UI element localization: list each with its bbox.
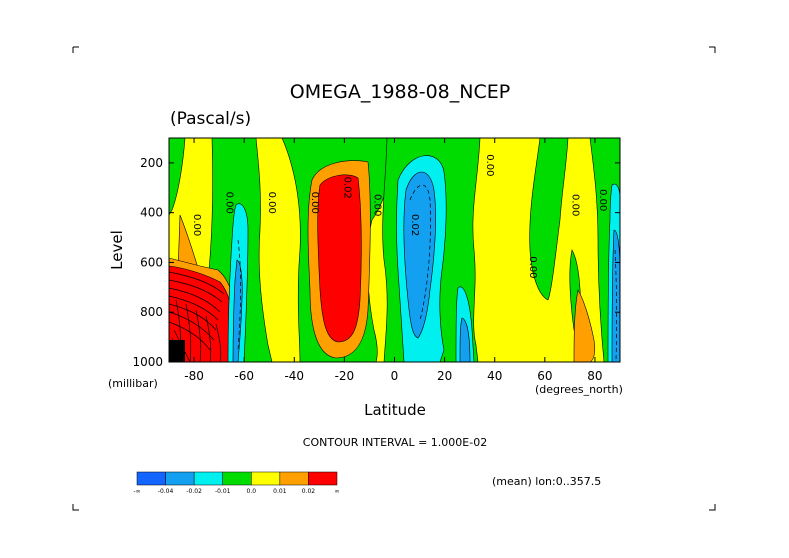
contour-fill-blue-region [232,259,243,362]
chart-units: (Pascal/s) [170,109,251,129]
colorbar-label: -0.01 [215,488,231,495]
contour-label-layer: 0.00 0.00 0.00 0.00 0.02 0.00 0.02 0.00 0.00 0.00… [191,154,608,278]
contour-fill-blue-region [403,171,436,339]
x-tick-label: -40 [284,369,304,383]
y-tick-label: 1000 [132,355,163,369]
contour-fill-red-region [317,174,362,343]
colorbar-label: -0.04 [158,488,174,495]
footnote-mean-lon: (mean) lon:0..357.5 [492,475,601,488]
y-axis: 200 400 600 800 1000 [132,156,620,369]
contour-label: 0.02 [341,177,352,199]
x-tick-label: 80 [587,369,602,383]
colorbar-swatch [308,471,338,486]
negative-dashed-contours [237,184,617,361]
contour-label: 0.00 [569,194,580,216]
crop-marks [72,46,716,511]
crop-mark-bottom-left [72,504,79,511]
x-tick-label: -60 [234,369,254,383]
contour-fill-green-band [529,138,569,301]
colorbar-swatch [193,471,223,486]
colorbar-label: -0.02 [186,488,202,495]
contour-label: 0.00 [527,256,538,278]
y-tick-label: 600 [140,255,163,269]
contour-label: 0.00 [371,194,382,216]
y-tick-label: 200 [140,156,163,170]
contour-plot-area: 0.00 0.00 0.00 0.00 0.02 0.00 0.02 0.00 0.00 0.00… [169,138,620,362]
x-tick-label: 60 [537,369,552,383]
contour-label: 0.02 [409,214,420,236]
x-tick-label: -80 [184,369,204,383]
crop-mark-top-left [72,46,79,53]
contour-fill-blue-region [611,229,620,362]
crop-mark-bottom-right [709,504,716,511]
contour-label: 0.00 [191,214,202,236]
contour-fill-green-band [169,138,186,216]
y-tick-label: 800 [140,305,163,319]
crop-mark-top-right [709,46,716,53]
colorbar-label: 0.02 [302,488,316,495]
colorbar-label: -∞ [133,488,140,495]
colorbar: -∞ -0.04 -0.02 -0.01 0.0 0.01 0.02 ∞ [133,471,340,495]
chart-title: OMEGA_1988-08_NCEP [290,81,510,103]
colorbar-swatch [165,471,195,486]
colorbar-label: 0.0 [247,488,257,495]
colorbar-swatch [251,471,281,486]
colorbar-swatch [136,471,166,486]
x-axis-units: (degrees_north) [535,383,623,396]
y-tick-label: 400 [140,206,163,220]
y-axis-label: Level [108,230,126,270]
x-axis-label: Latitude [364,401,426,419]
x-tick-label: 20 [437,369,452,383]
contour-label: 0.00 [224,192,235,214]
contour-label: 0.00 [266,192,277,214]
colorbar-label: ∞ [335,488,340,495]
contour-fill-orange-region [573,289,596,362]
contour-label: 0.00 [484,154,495,176]
colorbar-swatch [279,471,309,486]
contour-fill-black-core [169,340,185,362]
colorbar-label: 0.01 [273,488,287,495]
colorbar-swatch [222,471,252,486]
x-tick-label: 0 [391,369,399,383]
x-tick-label: -20 [335,369,355,383]
contour-label: 0.00 [309,192,320,214]
contour-fill-blue-region [459,317,471,362]
x-axis: -80 -60 -40 -20 0 20 40 60 80 [184,138,603,383]
x-tick-label: 40 [487,369,502,383]
contour-label: 0.00 [597,189,608,211]
y-axis-units: (millibar) [108,377,158,390]
contour-interval-text: CONTOUR INTERVAL = 1.000E-02 [303,436,487,449]
